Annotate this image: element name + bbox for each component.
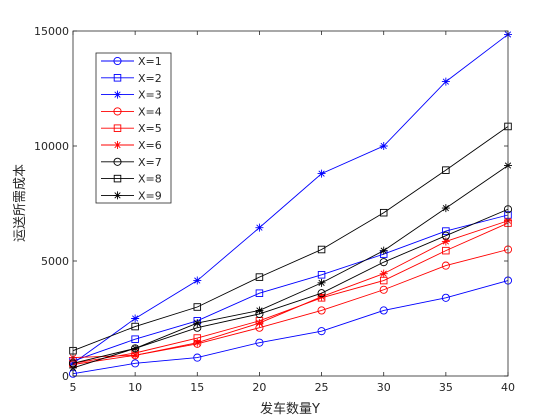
data-point xyxy=(317,271,326,279)
x-tick-label: 35 xyxy=(439,381,453,394)
data-point xyxy=(441,293,450,302)
legend-label: X=2 xyxy=(138,72,162,85)
x-tick-label: 15 xyxy=(190,381,204,394)
data-point xyxy=(441,77,450,86)
data-point xyxy=(379,285,388,294)
legend-item: X=3 xyxy=(101,89,162,102)
legend-marker xyxy=(113,74,122,82)
series-line-6 xyxy=(72,220,509,359)
legend-marker xyxy=(113,141,122,149)
data-point xyxy=(255,306,264,315)
y-tick-label: 0 xyxy=(62,370,69,383)
x-tick-label: 10 xyxy=(128,381,142,394)
series-line-5 xyxy=(72,222,509,364)
data-point xyxy=(379,246,388,255)
data-point xyxy=(193,338,202,347)
legend-label: X=4 xyxy=(138,105,162,118)
data-point xyxy=(441,204,450,213)
legend-item: X=1 xyxy=(101,55,162,68)
legend-marker xyxy=(113,191,122,200)
data-point xyxy=(131,359,140,368)
data-point xyxy=(317,245,326,254)
legend-item: X=8 xyxy=(101,173,162,186)
legend-marker xyxy=(113,124,122,132)
data-point xyxy=(442,166,450,174)
data-point xyxy=(131,351,140,360)
legend-marker xyxy=(113,90,122,99)
data-point xyxy=(255,273,264,281)
data-point xyxy=(317,306,326,315)
legend-label: X=3 xyxy=(138,89,162,102)
data-point xyxy=(317,169,326,178)
data-point xyxy=(379,208,388,217)
data-point xyxy=(379,258,388,267)
data-point xyxy=(442,227,450,235)
data-point xyxy=(193,276,202,285)
x-tick-label: 5 xyxy=(70,381,77,394)
data-point xyxy=(131,322,139,331)
data-point xyxy=(193,353,202,362)
legend-item: X=5 xyxy=(101,122,162,135)
data-point xyxy=(131,344,140,353)
legend: X=1 X=2 X=3 X=4 X=5 X=6 X=7 X=8 X=9 xyxy=(95,52,172,204)
ticks-layer: 5 10 15 20 25 30 35 40 0 5000 10000 15000 xyxy=(34,25,515,394)
legend-marker xyxy=(113,157,122,166)
data-point xyxy=(379,269,388,278)
data-point xyxy=(317,327,326,336)
axes-box xyxy=(72,30,509,377)
legend-item: X=9 xyxy=(101,189,162,202)
series-8 xyxy=(69,122,512,355)
x-tick-label: 40 xyxy=(501,381,515,394)
y-tick-label: 10000 xyxy=(34,140,69,153)
data-point xyxy=(441,261,450,270)
data-point xyxy=(379,142,388,150)
legend-label: X=1 xyxy=(138,55,162,68)
legend-item: X=7 xyxy=(101,156,162,169)
y-tick-label: 15000 xyxy=(34,25,69,38)
series-layer xyxy=(68,30,513,378)
legend-marker xyxy=(113,107,122,116)
series-line-8 xyxy=(72,126,509,352)
series-line-3 xyxy=(72,34,509,364)
x-axis-label: 发车数量Y xyxy=(260,401,320,417)
x-tick-label: 30 xyxy=(377,381,391,394)
axes-layer xyxy=(72,30,509,377)
data-point xyxy=(317,289,326,298)
data-point xyxy=(379,306,388,315)
series-line-9 xyxy=(72,165,509,369)
data-point xyxy=(193,303,202,311)
data-point xyxy=(441,237,450,246)
legend-label: X=5 xyxy=(138,122,162,135)
series-line-1 xyxy=(72,280,509,375)
y-axis-label: 运送所需成本 xyxy=(13,164,28,242)
data-point xyxy=(317,278,326,287)
data-point xyxy=(131,335,139,343)
legend-item: X=2 xyxy=(101,72,162,85)
legend-marker xyxy=(113,56,122,66)
y-tick-label: 5000 xyxy=(41,255,69,268)
series-line-7 xyxy=(72,208,509,364)
data-point xyxy=(442,246,450,255)
data-point xyxy=(255,338,264,347)
legend-item: X=4 xyxy=(101,105,162,118)
legend-label: X=7 xyxy=(138,156,162,169)
legend-label: X=8 xyxy=(138,173,162,186)
data-point xyxy=(255,289,264,297)
data-point xyxy=(255,223,264,232)
data-point xyxy=(131,314,140,323)
data-point xyxy=(255,319,264,328)
legend-label: X=6 xyxy=(138,139,162,152)
legend-marker xyxy=(113,174,122,183)
series-line-2 xyxy=(72,214,509,362)
data-point xyxy=(193,319,202,328)
x-tick-label: 25 xyxy=(315,381,329,394)
data-point xyxy=(441,231,450,240)
legend-item: X=6 xyxy=(101,139,162,152)
legend-label: X=9 xyxy=(138,189,162,202)
x-tick-label: 20 xyxy=(252,381,266,394)
